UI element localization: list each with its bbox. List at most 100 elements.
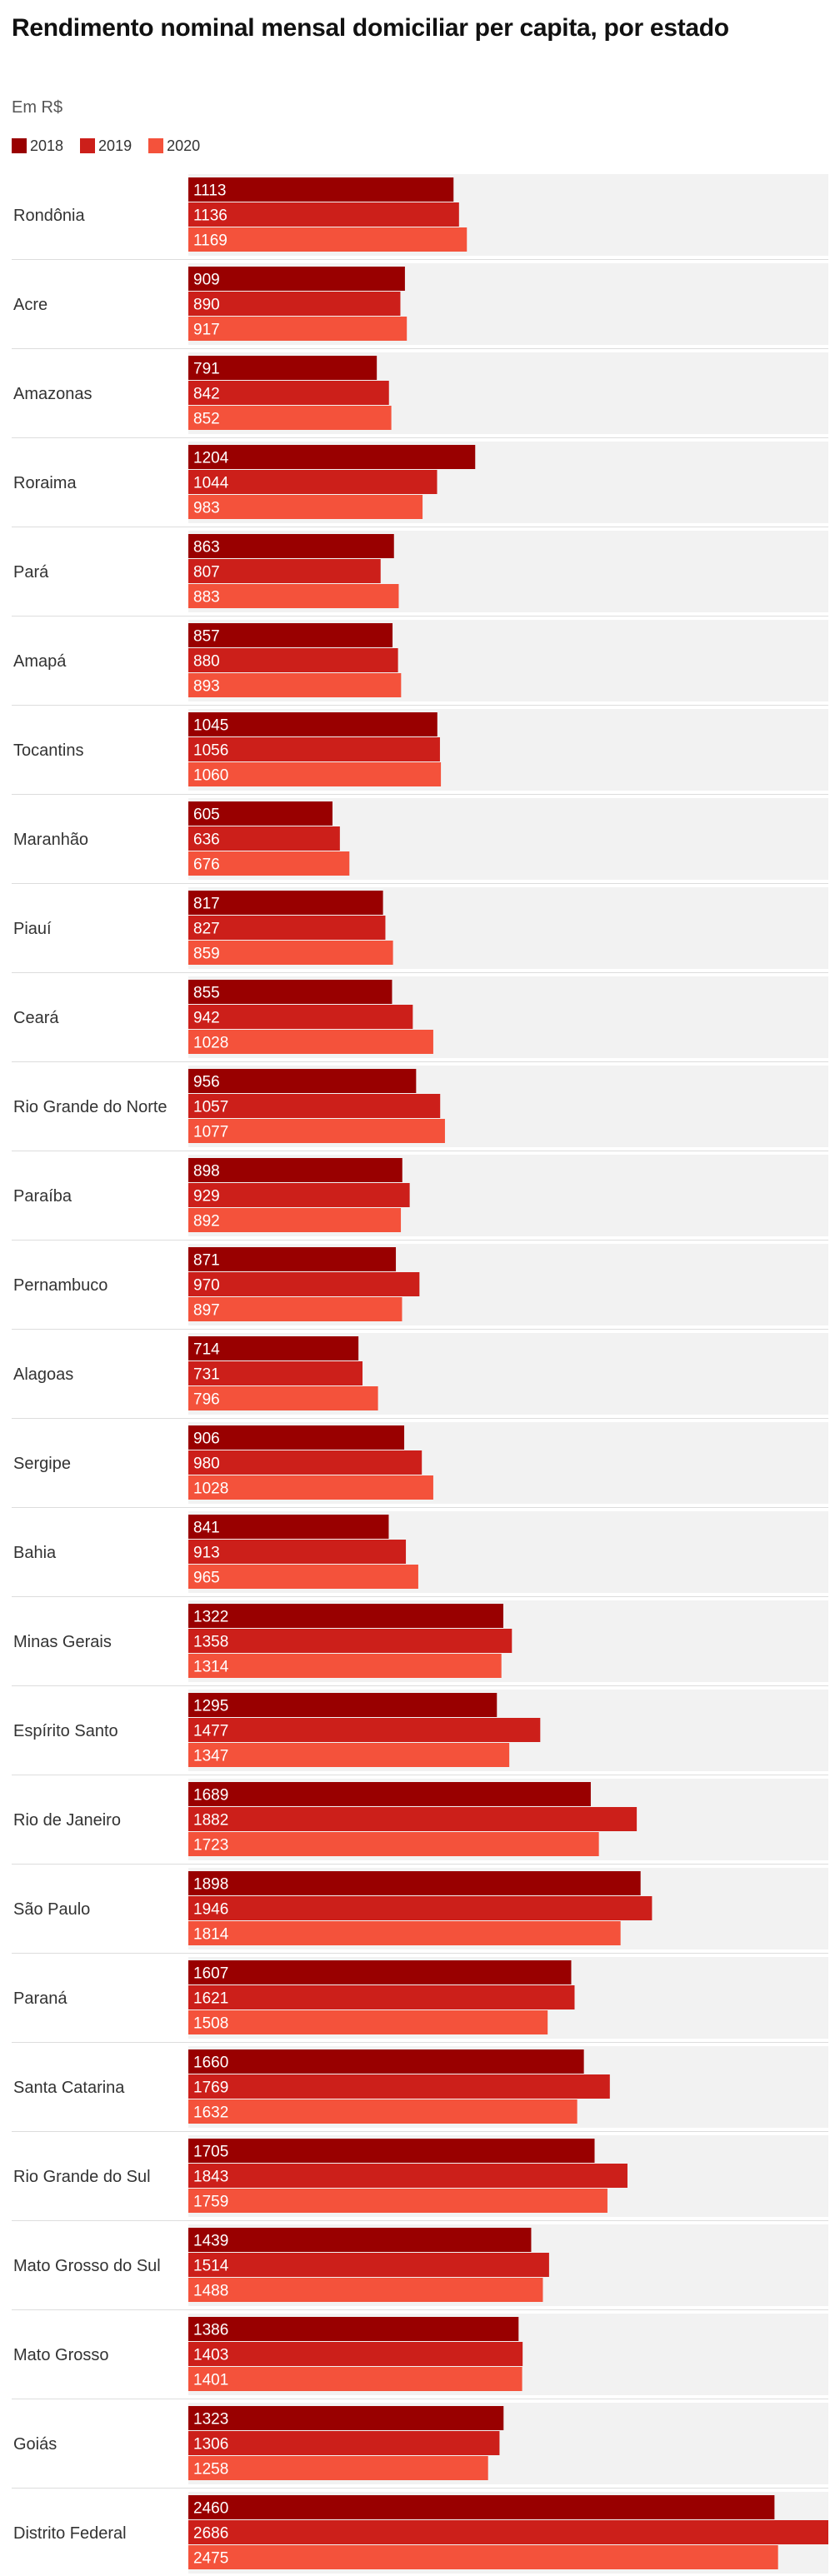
data-label-2019: 970: [193, 1277, 220, 1295]
data-label-2019: 890: [193, 297, 220, 314]
data-label-2018: 1113: [193, 182, 226, 200]
data-label-2019: 1514: [193, 2258, 229, 2275]
bar-2020: [188, 1921, 621, 1945]
data-label-2019: 942: [193, 1010, 220, 1027]
data-label-2020: 2475: [193, 2550, 228, 2568]
category-label: Ceará: [13, 1009, 59, 1027]
data-label-2019: 1769: [193, 2079, 228, 2097]
data-label-2020: 883: [193, 589, 220, 607]
category-label: São Paulo: [13, 1900, 90, 1919]
data-label-2019: 1477: [193, 1723, 228, 1740]
data-label-2020: 1347: [193, 1748, 228, 1765]
category-group: Santa Catarina 1660 1769 1632: [12, 2042, 828, 2128]
category-label: Paraíba: [13, 1187, 72, 1206]
bar-2020: [188, 495, 423, 519]
data-label-2019: 731: [193, 1366, 220, 1384]
data-label-2020: 859: [193, 946, 220, 963]
data-label-2020: 893: [193, 678, 220, 696]
category-label: Pará: [13, 563, 49, 582]
data-label-2019: 1306: [193, 2436, 228, 2454]
data-label-2019: 1946: [193, 1901, 228, 1919]
bar-2020: [188, 1743, 510, 1767]
legend-item-2020: 2020: [148, 137, 200, 155]
category-group: Rio Grande do Sul 1705 1843 1759: [12, 2131, 828, 2217]
data-label-2018: 956: [193, 1074, 220, 1091]
category-group: Sergipe 906 980 1028: [12, 1418, 828, 1504]
bar-2018: [188, 1515, 389, 1539]
data-label-2019: 636: [193, 831, 220, 849]
bar-2019: [188, 916, 386, 940]
category-label: Amapá: [13, 652, 67, 671]
category-label: Goiás: [13, 2435, 57, 2454]
data-label-2018: 841: [193, 1520, 220, 1537]
bar-2020: [188, 584, 399, 608]
bar-2020: [188, 1475, 433, 1500]
data-label-2018: 1322: [193, 1609, 228, 1626]
legend: 2018 2019 2020: [12, 137, 217, 155]
category-label: Sergipe: [13, 1455, 71, 1473]
category-group: Maranhão 605 636 676: [12, 794, 828, 880]
data-label-2018: 1607: [193, 1965, 228, 1983]
category-label: Roraima: [13, 474, 77, 492]
bar-2020: [188, 1119, 445, 1143]
category-label: Pernambuco: [13, 1276, 108, 1295]
bar-2020: [188, 2099, 578, 2124]
category-label: Paraná: [13, 1989, 68, 2008]
bar-2020: [188, 2456, 488, 2480]
bar-2020: [188, 406, 392, 430]
bar-2018: [188, 2495, 775, 2519]
category-label: Bahia: [13, 1544, 57, 1562]
category-label: Mato Grosso: [13, 2346, 108, 2364]
bar-2019: [188, 1807, 638, 1831]
legend-item-2018: 2018: [12, 137, 63, 155]
bar-2019: [188, 559, 381, 583]
data-label-2018: 1323: [193, 2411, 228, 2429]
bar-2018: [188, 623, 393, 647]
data-label-2018: 1386: [193, 2322, 228, 2339]
bar-2020: [188, 2010, 548, 2034]
bar-2019: [188, 1183, 410, 1207]
data-label-2020: 1401: [193, 2372, 228, 2389]
data-label-2020: 897: [193, 1302, 220, 1320]
legend-label-2020: 2020: [167, 137, 201, 154]
category-group: Rio de Janeiro 1689 1882 1723: [12, 1775, 828, 1860]
bar-2020: [188, 1654, 502, 1678]
data-label-2018: 1045: [193, 717, 228, 735]
bar-2020: [188, 2278, 543, 2302]
data-label-2019: 1403: [193, 2347, 228, 2364]
bar-2020: [188, 2545, 778, 2569]
category-group: Espírito Santo 1295 1477 1347: [12, 1685, 828, 1771]
data-label-2018: 857: [193, 628, 220, 646]
data-label-2020: 1169: [193, 232, 228, 250]
category-label: Maranhão: [13, 831, 88, 849]
bar-2018: [188, 980, 392, 1004]
data-label-2018: 855: [193, 985, 220, 1002]
category-group: Rondônia 1113 1136 1169: [13, 174, 828, 256]
chart-title: Rendimento nominal mensal domiciliar per…: [12, 14, 729, 42]
category-group: Bahia 841 913 965: [12, 1507, 828, 1593]
data-label-2019: 913: [193, 1545, 220, 1562]
data-label-2019: 1057: [193, 1099, 228, 1116]
data-label-2020: 983: [193, 500, 220, 517]
bar-2020: [188, 762, 442, 786]
bar-2018: [188, 1336, 359, 1360]
data-label-2019: 880: [193, 653, 220, 671]
data-label-2019: 980: [193, 1455, 220, 1473]
bar-2019: [188, 1540, 407, 1564]
category-label: Mato Grosso do Sul: [13, 2257, 161, 2275]
bar-2019: [188, 1272, 420, 1296]
data-label-2020: 1314: [193, 1659, 229, 1676]
category-group: Pará 863 807 883: [12, 527, 828, 612]
data-label-2019: 1136: [193, 207, 228, 225]
data-label-2019: 842: [193, 386, 220, 403]
category-group: Pernambuco 871 970 897: [12, 1240, 828, 1325]
bar-2018: [188, 267, 405, 291]
bar-2020: [188, 941, 393, 965]
data-label-2020: 852: [193, 411, 220, 428]
bar-2019: [188, 1005, 413, 1029]
category-group: Paraíba 898 929 892: [12, 1151, 828, 1236]
bar-2018: [188, 891, 383, 915]
category-label: Tocantins: [13, 741, 84, 760]
category-group: Distrito Federal 2460 2686 2475: [12, 2488, 828, 2574]
data-label-2019: 1843: [193, 2169, 228, 2186]
